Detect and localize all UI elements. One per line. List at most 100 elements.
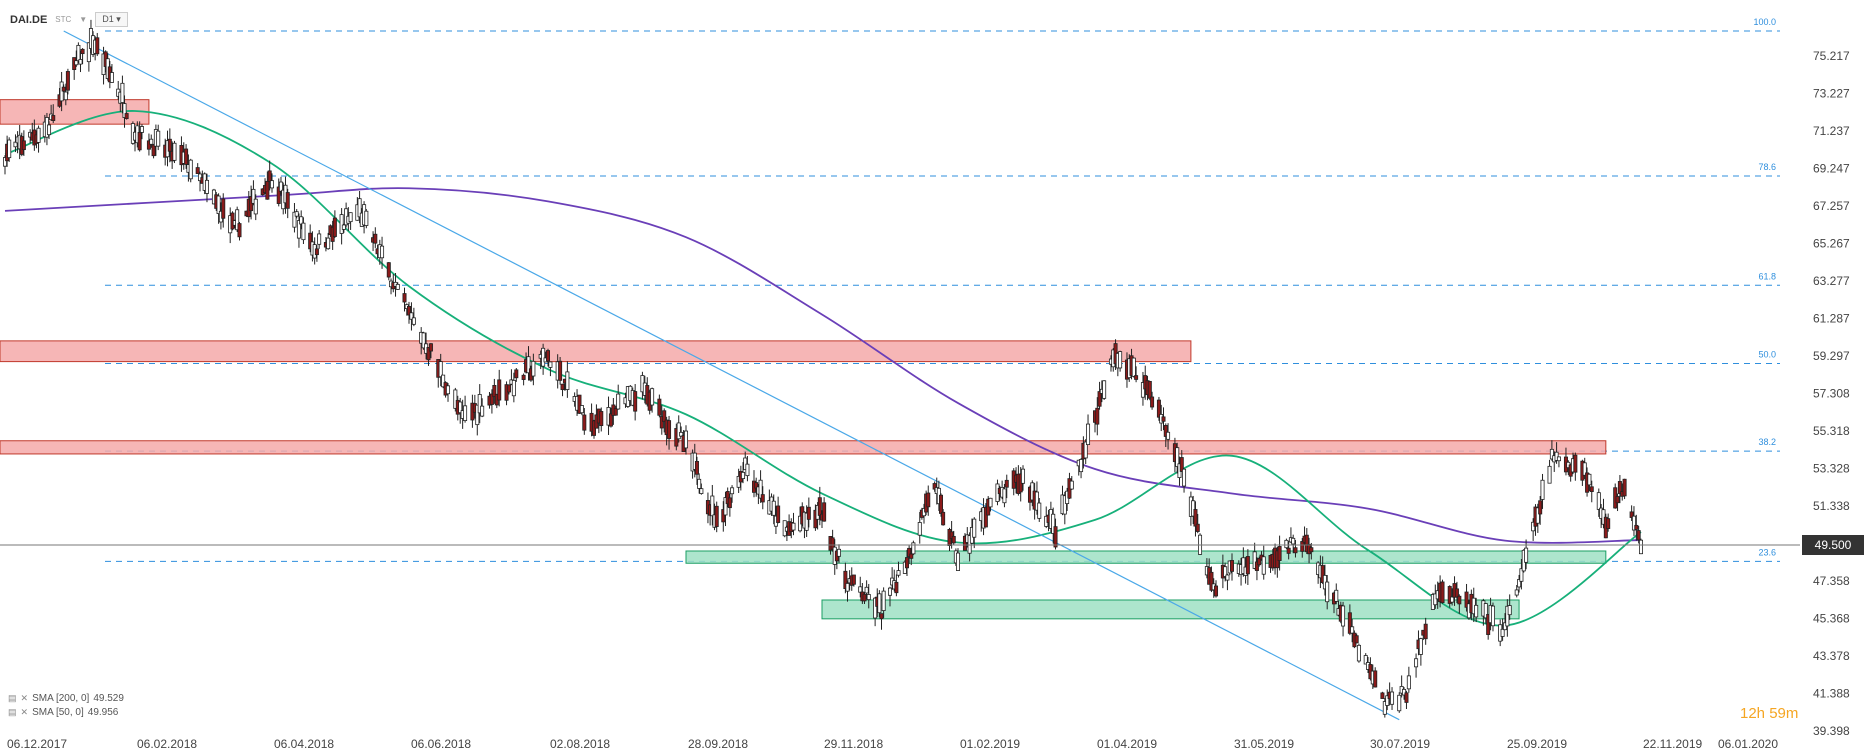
candle-body — [771, 500, 776, 516]
candle-body — [1404, 692, 1409, 703]
symbol-label[interactable]: DAI.DE — [10, 13, 48, 26]
candle-body — [1440, 581, 1445, 604]
resistance-zone — [0, 440, 1607, 455]
candle-body — [697, 478, 702, 489]
candle-body — [395, 283, 400, 290]
candle-body — [339, 214, 344, 234]
candle-body — [1450, 596, 1455, 603]
downtrend-line[interactable] — [63, 30, 1400, 721]
moving-averages — [4, 110, 1642, 627]
candle-body — [633, 391, 638, 412]
candle-body — [1230, 560, 1235, 572]
source-dropdown-icon[interactable]: ▼ — [79, 15, 88, 24]
candle-body — [1373, 670, 1378, 688]
y-tick-label: 73.227 — [1813, 87, 1850, 101]
candle-body — [760, 494, 765, 503]
candle-body — [791, 522, 796, 531]
candle-body — [1390, 691, 1395, 705]
candle-body — [1195, 523, 1200, 532]
candle-body — [514, 369, 519, 379]
candle-body — [1617, 481, 1622, 494]
fib-label: 23.6 — [1758, 547, 1776, 557]
candle-body — [1051, 513, 1056, 534]
candle-body — [1538, 500, 1543, 515]
candle-body — [837, 548, 842, 557]
settings-icon[interactable]: ▤ — [8, 707, 17, 717]
timeframe-selector[interactable]: D1 ▾ — [95, 12, 128, 27]
y-tick-label: 59.297 — [1813, 349, 1850, 363]
x-tick-label: 22.11.2019 — [1643, 737, 1702, 751]
candle-body — [1034, 491, 1039, 511]
candle-body — [864, 586, 869, 594]
support-zone — [685, 550, 1607, 564]
candle-body — [409, 312, 414, 320]
candle-body — [941, 511, 946, 526]
candle-body — [1615, 496, 1620, 504]
candle-body — [216, 195, 221, 214]
candle-body — [1334, 589, 1339, 602]
resistance-zone — [0, 340, 1192, 363]
fib-label: 38.2 — [1758, 437, 1776, 447]
candle-body — [1549, 448, 1554, 460]
y-tick-label: 65.267 — [1813, 237, 1850, 251]
fibonacci-levels: 100.0 78.6 61.8 50.0 38.2 23.6 — [105, 17, 1780, 562]
candle-body — [1634, 524, 1639, 530]
candle-body — [1254, 561, 1259, 571]
candle-body — [446, 385, 451, 395]
y-tick-label: 43.378 — [1813, 649, 1850, 663]
candle-body — [1241, 557, 1246, 574]
candle-body — [1402, 688, 1407, 696]
candle-body — [730, 487, 735, 495]
candle-body — [862, 593, 867, 602]
candle-body — [1166, 431, 1171, 440]
candle-body — [195, 167, 200, 174]
candle-body — [184, 148, 189, 165]
legend-sma200-name: SMA [200, 0] — [32, 693, 90, 704]
candle-body — [599, 411, 604, 427]
close-icon[interactable]: ✕ — [20, 693, 29, 703]
candle-body — [458, 401, 463, 414]
candle-body — [577, 394, 582, 414]
candle-body — [1214, 585, 1219, 597]
candle-body — [276, 186, 281, 204]
candle-body — [453, 389, 458, 409]
candle-body — [531, 360, 536, 377]
candle-body — [1175, 447, 1180, 467]
candle-body — [51, 115, 56, 121]
candle-body — [1223, 566, 1228, 577]
trendline-layer[interactable] — [63, 30, 1400, 721]
candle-body — [541, 347, 546, 367]
candle-body — [727, 497, 732, 509]
candle-body — [1309, 547, 1314, 553]
candle-body — [1356, 644, 1361, 662]
candle-body — [235, 209, 240, 231]
candle-body — [122, 103, 127, 118]
candle-body — [1225, 574, 1230, 581]
candle-body — [1587, 473, 1592, 486]
legend-sma50[interactable]: ▤ ✕ SMA [50, 0] 49.956 — [8, 707, 118, 718]
candle-body — [679, 431, 684, 437]
candle-body — [894, 581, 899, 594]
settings-icon[interactable]: ▤ — [8, 693, 17, 703]
chart-header: DAI.DE STC ▼ D1 ▾ — [10, 12, 128, 27]
candle-body — [402, 293, 407, 303]
legend-sma50-value: 49.956 — [87, 707, 119, 718]
candle-body — [1540, 479, 1545, 500]
candle-body — [1161, 416, 1166, 422]
candle-body — [1131, 357, 1136, 377]
candle-body — [167, 138, 172, 152]
candle-body — [1606, 518, 1611, 529]
close-icon[interactable]: ✕ — [20, 707, 29, 717]
candle-body — [858, 586, 863, 593]
candle-body — [1097, 391, 1102, 407]
legend-sma200[interactable]: ▤ ✕ SMA [200, 0] 49.529 — [8, 693, 124, 704]
x-tick-label: 06.12.2017 — [7, 737, 67, 751]
candle-body — [911, 542, 916, 555]
candle-body — [676, 422, 681, 440]
candle-body — [317, 233, 322, 245]
candle-body — [1589, 486, 1594, 492]
candle-body — [386, 262, 391, 278]
candle-body — [149, 138, 154, 145]
x-tick-label: 25.09.2019 — [1507, 737, 1567, 751]
